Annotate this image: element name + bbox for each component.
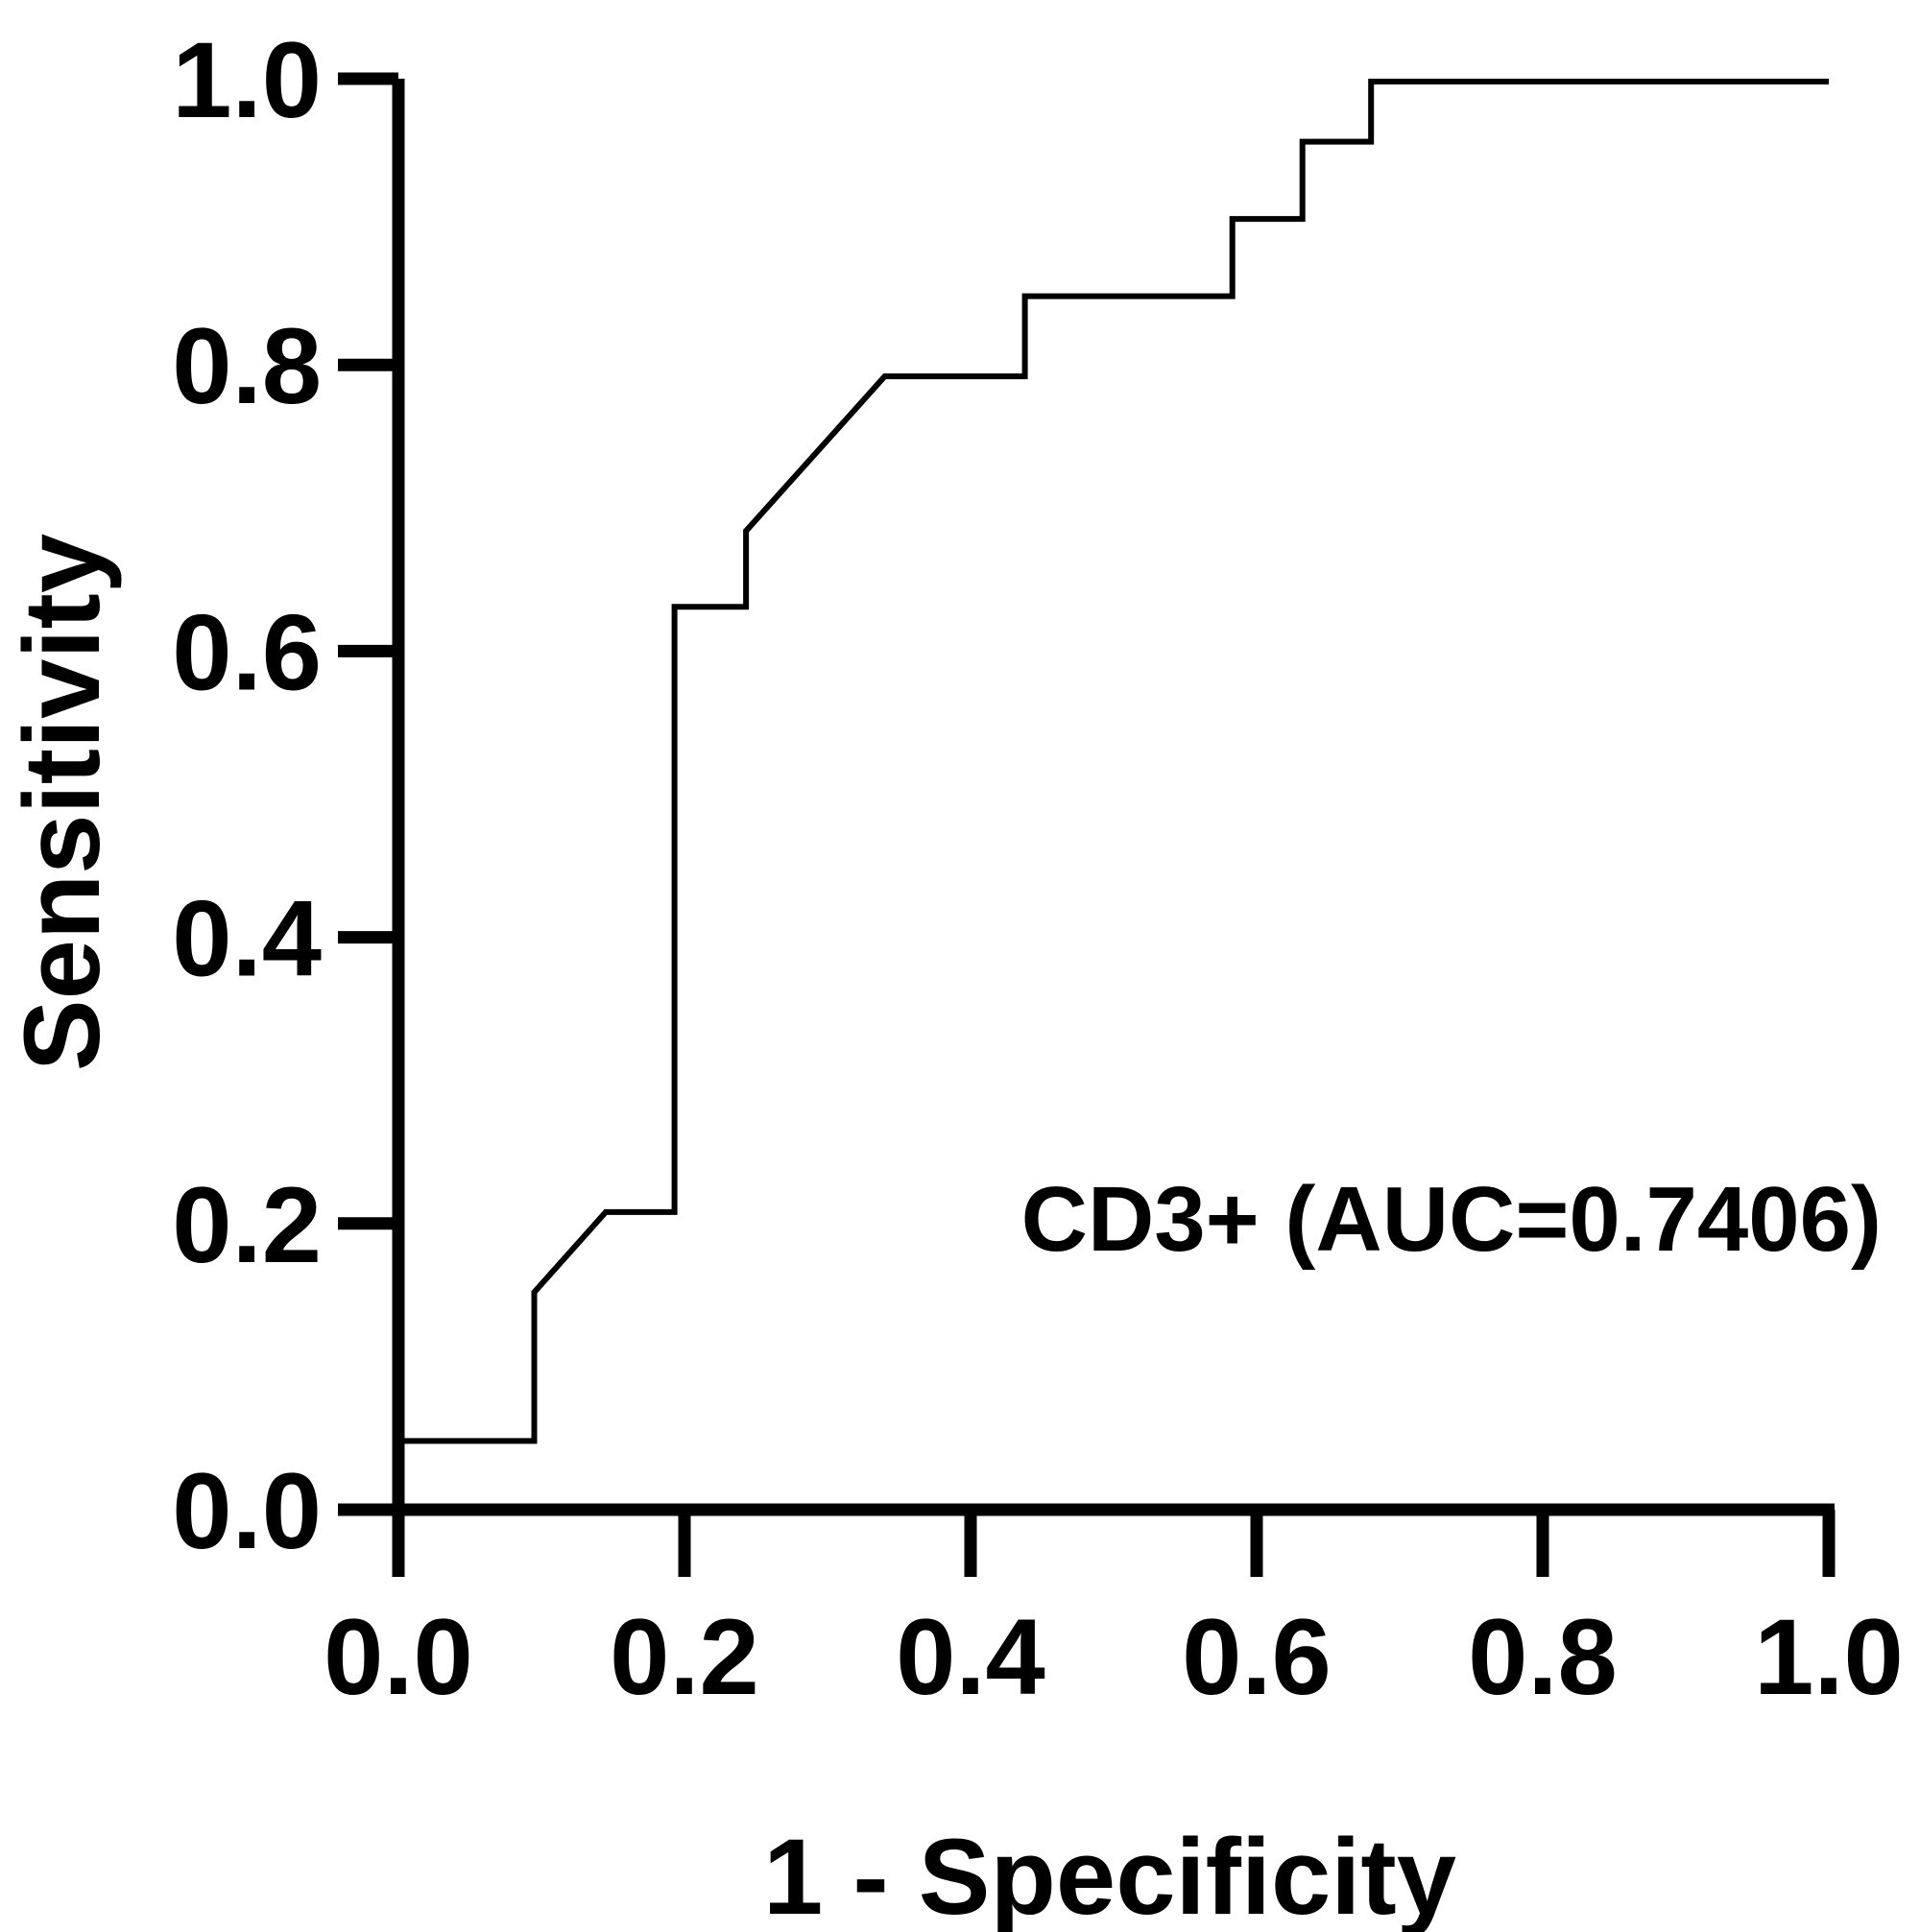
y-tick-label: 0.8 bbox=[172, 306, 322, 426]
axes: 0.0 0.2 0.4 0.6 0.8 1.0 0.0 0.2 0.4 0.6 0.8 1.0 bbox=[172, 20, 1904, 1717]
x-axis-title: 1 - Specificity bbox=[763, 1817, 1456, 1932]
y-tick-label: 0.0 bbox=[172, 1451, 322, 1571]
y-tick-label: 1.0 bbox=[172, 20, 322, 140]
y-axis-title: Sensitivity bbox=[2, 534, 122, 1071]
y-tick-label: 0.4 bbox=[172, 879, 322, 999]
x-tick-label: 0.2 bbox=[610, 1597, 759, 1717]
roc-curve bbox=[396, 79, 1829, 1510]
series-line bbox=[396, 79, 1829, 1510]
x-tick-label: 0.4 bbox=[896, 1597, 1045, 1717]
y-tick-label: 0.2 bbox=[172, 1165, 322, 1285]
auc-annotation: CD3+ (AUC=0.7406) bbox=[1021, 1168, 1882, 1271]
x-tick-label: 0.8 bbox=[1468, 1597, 1618, 1717]
y-tick-label: 0.6 bbox=[172, 592, 322, 712]
x-tick-label: 0.6 bbox=[1182, 1597, 1332, 1717]
x-tick-label: 0.0 bbox=[324, 1597, 473, 1717]
x-tick-label: 1.0 bbox=[1754, 1597, 1904, 1717]
